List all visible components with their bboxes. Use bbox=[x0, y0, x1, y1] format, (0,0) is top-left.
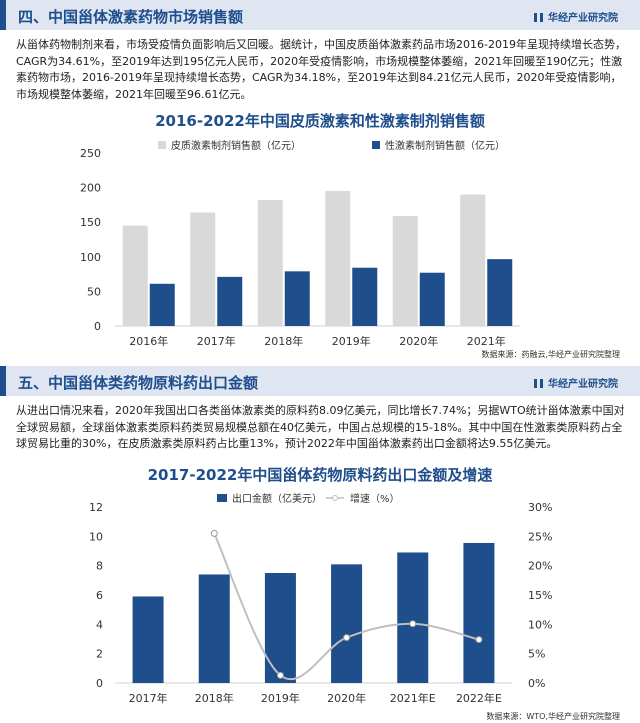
chart-export: 出口金额（亿美元） 增速（%） 0 2 4 6 8 10 12 0% 5% 10% 15% 20% 25% 3… bbox=[89, 492, 552, 705]
y-tick-label: 0 bbox=[94, 320, 101, 333]
section-header-export: 五、中国甾体类药物原料药出口金额 华经产业研究院 bbox=[0, 366, 640, 396]
growth-point bbox=[475, 636, 483, 644]
bar bbox=[149, 283, 175, 326]
y-tick-label: 200 bbox=[80, 182, 101, 195]
chart-source-sales: 数据来源：药融云,华经产业研究院整理 bbox=[481, 350, 620, 359]
x-tick-label: 2019年 bbox=[332, 334, 371, 348]
bar bbox=[419, 272, 445, 326]
y-tick-label: 6 bbox=[96, 589, 103, 602]
brand-logo-icon bbox=[534, 379, 543, 388]
x-tick-label: 2018年 bbox=[264, 334, 303, 348]
x-tick-label: 2017年 bbox=[129, 691, 168, 705]
brand-logo-icon bbox=[534, 13, 543, 22]
bar bbox=[487, 259, 513, 326]
legend-swatch bbox=[158, 141, 166, 149]
chart-title-export: 2017-2022年中国甾体药物原料药出口金额及增速 bbox=[147, 466, 493, 484]
y-tick-label: 100 bbox=[80, 251, 101, 264]
y2-tick-label: 5% bbox=[528, 648, 545, 661]
chart-sales: 皮质激素制剂销售额（亿元） 性激素制剂销售额（亿元） 0 50 100 150 200 250… bbox=[80, 139, 520, 348]
bar bbox=[460, 194, 486, 326]
bar bbox=[284, 271, 310, 326]
legend-swatch bbox=[217, 494, 227, 502]
bar bbox=[198, 574, 230, 683]
y2-tick-label: 10% bbox=[528, 618, 552, 631]
section-title-export: 五、中国甾体类药物原料药出口金额 bbox=[18, 374, 259, 392]
y-tick-label: 12 bbox=[89, 501, 103, 514]
y-tick-label: 8 bbox=[96, 560, 103, 573]
x-tick-label: 2021年 bbox=[467, 334, 506, 348]
chart-title-sales: 2016-2022年中国皮质激素和性激素制剂销售额 bbox=[155, 112, 485, 130]
growth-point bbox=[409, 620, 417, 628]
x-tick-label: 2017年 bbox=[197, 334, 236, 348]
y-tick-label: 50 bbox=[87, 285, 101, 298]
bar bbox=[257, 200, 283, 326]
bar bbox=[132, 596, 164, 683]
y2-tick-label: 0% bbox=[528, 677, 545, 690]
legend-label: 出口金额（亿美元） bbox=[232, 492, 322, 505]
bar bbox=[190, 212, 216, 326]
bar bbox=[331, 564, 363, 683]
y-tick-label: 2 bbox=[96, 648, 103, 661]
brand-label: 华经产业研究院 bbox=[534, 9, 618, 24]
legend-marker bbox=[332, 495, 338, 501]
bar bbox=[264, 573, 296, 683]
bar bbox=[122, 225, 148, 326]
bar bbox=[463, 542, 495, 683]
y-tick-label: 250 bbox=[80, 147, 101, 160]
x-tick-label: 2016年 bbox=[129, 334, 168, 348]
y2-tick-label: 20% bbox=[528, 560, 552, 573]
growth-point bbox=[210, 529, 218, 537]
x-tick-label: 2022年E bbox=[456, 691, 502, 705]
y-tick-label: 150 bbox=[80, 216, 101, 229]
legend-swatch bbox=[372, 141, 380, 149]
y-tick-label: 4 bbox=[96, 618, 103, 631]
bar bbox=[397, 552, 429, 683]
growth-point bbox=[276, 671, 284, 679]
header-stripe bbox=[0, 366, 6, 396]
brand-name: 华经产业研究院 bbox=[548, 379, 618, 390]
y-tick-label: 0 bbox=[96, 677, 103, 690]
section-paragraph-export: 从进出口情况来看，2020年我国出口各类甾体激素类的原料药8.09亿美元，同比增… bbox=[16, 404, 625, 450]
chart-source-export: 数据来源：WTO,华经产业研究院整理 bbox=[486, 712, 620, 721]
x-tick-label: 2020年 bbox=[327, 691, 366, 705]
x-tick-label: 2018年 bbox=[195, 691, 234, 705]
x-tick-label: 2020年 bbox=[399, 334, 438, 348]
section-paragraph-sales: 从甾体药物制剂来看，市场受疫情负面影响后又回暖。据统计，中国皮质甾体激素药品市场… bbox=[16, 38, 626, 101]
legend-label: 性激素制剂销售额（亿元） bbox=[385, 139, 505, 152]
brand-name: 华经产业研究院 bbox=[548, 13, 618, 24]
legend-label: 增速（%） bbox=[350, 492, 400, 505]
y2-tick-label: 15% bbox=[528, 589, 552, 602]
brand-label: 华经产业研究院 bbox=[534, 375, 618, 390]
growth-point bbox=[343, 634, 351, 642]
bar bbox=[217, 276, 243, 326]
growth-line bbox=[213, 532, 480, 681]
section-header-sales: 四、中国甾体激素药物市场销售额 华经产业研究院 bbox=[0, 0, 640, 30]
y2-tick-label: 25% bbox=[528, 530, 552, 543]
x-tick-label: 2021年E bbox=[390, 691, 436, 705]
legend-label: 皮质激素制剂销售额（亿元） bbox=[171, 139, 301, 152]
bar bbox=[352, 267, 378, 326]
y-tick-label: 10 bbox=[89, 530, 103, 543]
header-stripe bbox=[0, 0, 6, 30]
y2-tick-label: 30% bbox=[528, 501, 552, 514]
bar bbox=[392, 215, 418, 326]
section-title-sales: 四、中国甾体激素药物市场销售额 bbox=[18, 8, 244, 26]
bar bbox=[325, 191, 351, 326]
x-tick-label: 2019年 bbox=[261, 691, 300, 705]
